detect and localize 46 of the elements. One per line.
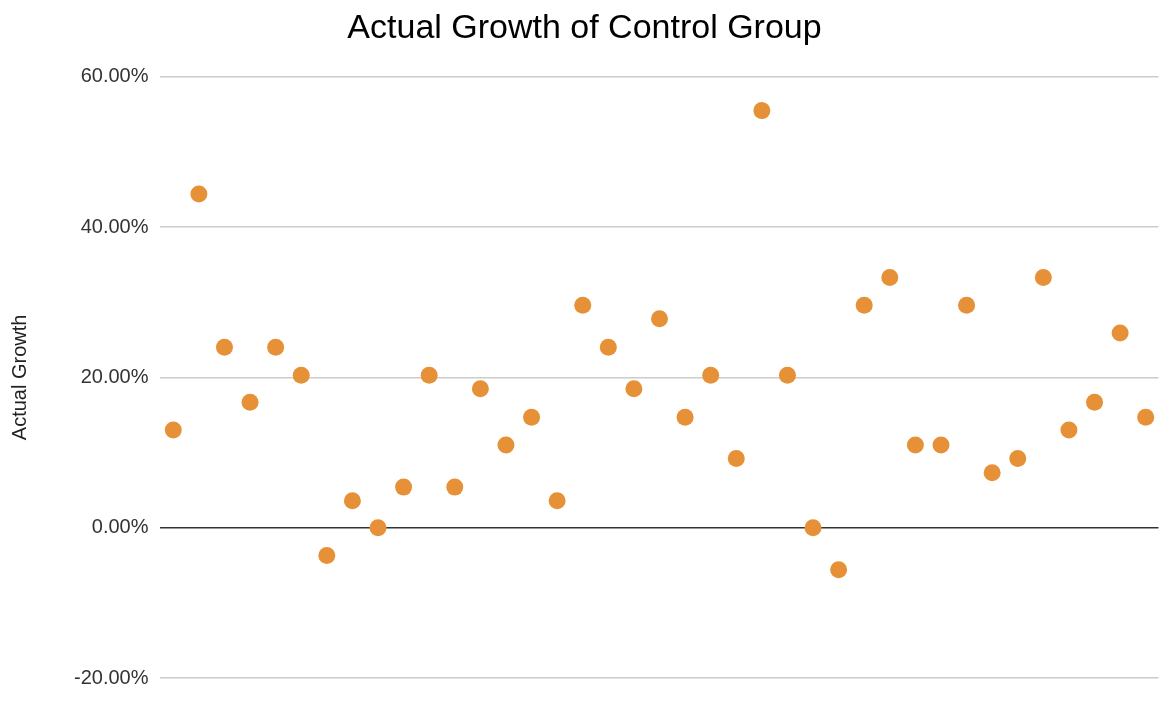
- point: [267, 338, 285, 356]
- point: [932, 436, 950, 454]
- point: [241, 393, 259, 411]
- point: [523, 408, 541, 426]
- point: [292, 366, 310, 384]
- point: [599, 338, 617, 356]
- point: [855, 296, 873, 314]
- point: [497, 436, 515, 454]
- point: [702, 366, 720, 384]
- point: [548, 492, 566, 510]
- point: [318, 547, 336, 565]
- chart-title: Actual Growth of Control Group: [347, 6, 822, 45]
- y-axis-title: Actual Growth: [7, 314, 30, 441]
- point: [958, 296, 976, 314]
- point: [574, 296, 592, 314]
- point: [983, 464, 1001, 482]
- point: [190, 185, 208, 203]
- point: [676, 408, 694, 426]
- point: [1034, 268, 1052, 286]
- point: [778, 366, 796, 384]
- point: [804, 519, 822, 537]
- point: [471, 380, 489, 398]
- y-tick-label: -20.00%: [73, 665, 149, 688]
- point: [651, 310, 668, 328]
- point: [625, 380, 643, 398]
- point: [1086, 393, 1104, 411]
- point: [343, 492, 361, 510]
- y-tick-label: 60.00%: [80, 64, 149, 87]
- point: [1111, 324, 1129, 342]
- y-tick-label: 0.00%: [91, 515, 149, 538]
- point: [727, 450, 745, 468]
- point: [420, 366, 438, 384]
- point: [906, 436, 924, 454]
- y-tick-label: 40.00%: [80, 214, 149, 237]
- point: [395, 478, 413, 496]
- point: [215, 338, 233, 356]
- point: [1137, 408, 1155, 426]
- point: [881, 268, 899, 286]
- point: [1009, 450, 1027, 468]
- point: [753, 102, 771, 120]
- point: [830, 561, 848, 579]
- y-tick-label: 20.00%: [80, 364, 149, 387]
- point: [446, 478, 464, 496]
- point: [164, 421, 182, 439]
- point: [1060, 421, 1078, 439]
- point: [369, 519, 387, 537]
